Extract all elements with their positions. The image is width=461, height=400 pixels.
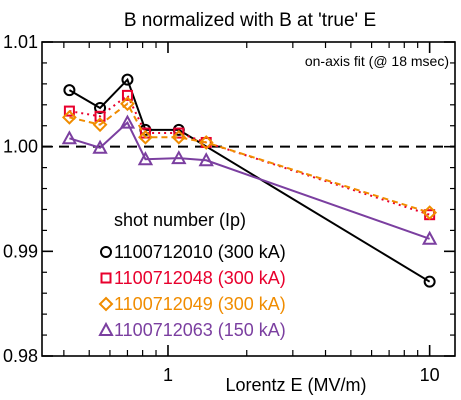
data-point — [119, 114, 136, 129]
data-point — [94, 101, 107, 114]
data-point — [422, 205, 438, 221]
data-point — [94, 110, 106, 122]
legend-title: shot number (Ip) — [114, 210, 246, 230]
y-tick-label: 1.01 — [3, 32, 38, 52]
data-point — [171, 129, 187, 145]
chart-title: B normalized with B at 'true' E — [124, 10, 376, 31]
series-line — [69, 120, 430, 240]
data-point — [63, 105, 75, 117]
series-line — [69, 102, 430, 214]
legend-label: 1100712049 (300 kA) — [114, 294, 286, 314]
data-point — [61, 130, 78, 145]
series-group — [61, 73, 438, 288]
axes: 0.98 0.99 1.00 1.01 1 10 — [3, 32, 455, 385]
x-tick-label: 1 — [163, 365, 173, 385]
data-point — [92, 117, 108, 133]
data-point — [120, 96, 135, 112]
data-point — [121, 89, 133, 101]
data-point — [121, 73, 134, 86]
data-point — [137, 151, 154, 166]
series-4 — [61, 114, 438, 245]
y-tick-label: 0.99 — [3, 241, 38, 261]
data-point — [171, 150, 187, 165]
annotation: on-axis fit (@ 18 msec) — [305, 53, 449, 69]
legend-marker — [100, 246, 112, 258]
y-tick-label: 0.98 — [3, 346, 38, 366]
data-point — [198, 152, 214, 167]
legend-marker — [98, 296, 114, 312]
data-point — [423, 275, 436, 288]
legend-label: 1100712048 (300 kA) — [114, 268, 286, 288]
data-point — [61, 109, 77, 125]
series-1 — [63, 73, 436, 288]
plot-frame — [41, 41, 456, 357]
data-point — [138, 129, 153, 145]
legend-marker — [100, 272, 112, 284]
y-tick-label: 1.00 — [3, 137, 38, 157]
data-point — [421, 230, 438, 245]
legend-label: 1100712063 (150 kA) — [114, 320, 286, 340]
x-axis-label: Lorentz E (MV/m) — [225, 375, 366, 395]
data-point — [173, 127, 185, 139]
data-point — [92, 139, 108, 154]
series-3 — [61, 96, 438, 221]
data-point — [198, 135, 214, 150]
x-tick-label: 10 — [420, 365, 440, 385]
legend: shot number (Ip) 1100712010 (300 kA) 1100… — [98, 210, 286, 340]
legend-marker — [98, 321, 114, 336]
legend-label: 1100712010 (300 kA) — [114, 242, 286, 262]
data-point — [63, 84, 76, 97]
